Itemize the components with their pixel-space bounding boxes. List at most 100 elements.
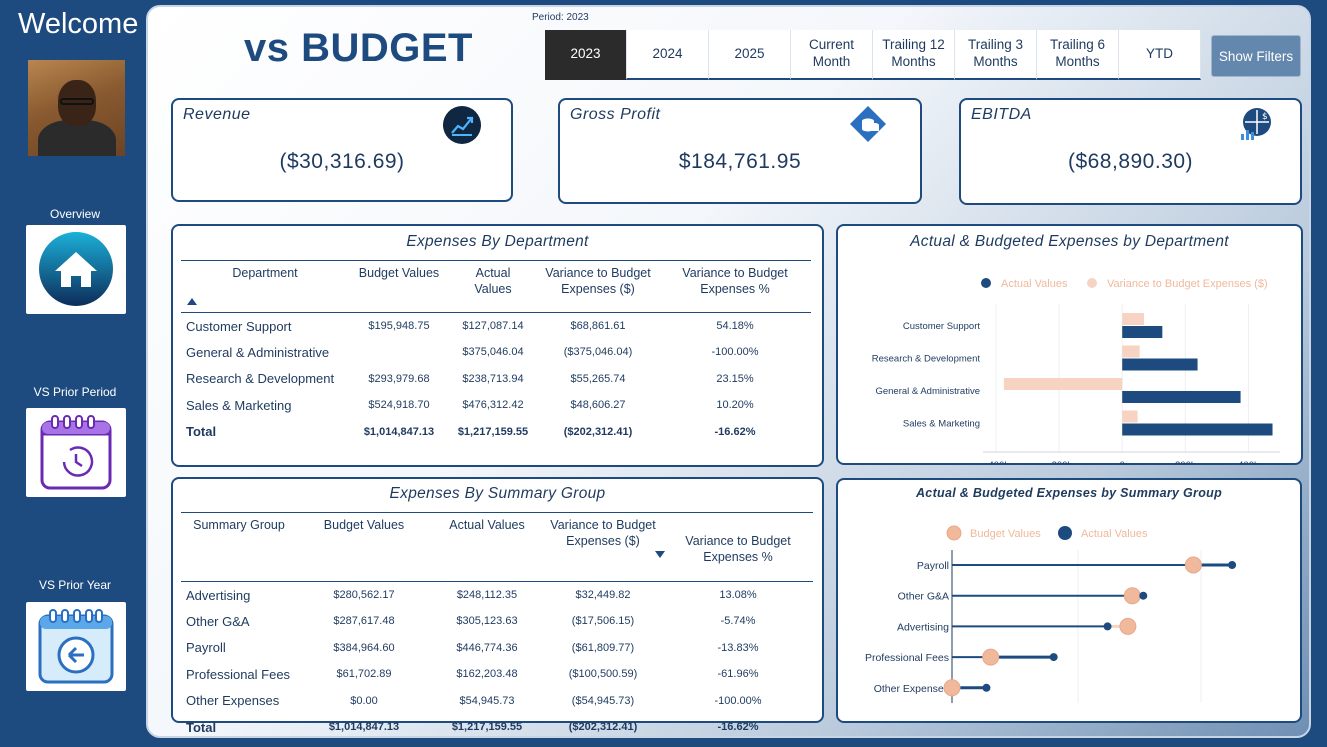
cell-variance-amount: ($17,506.15) [571, 615, 635, 628]
period-option-trailing-3[interactable]: Trailing 3 Months [955, 30, 1037, 80]
y-tick-label: Payroll [917, 560, 949, 572]
revenue-value: ($30,316.69) [279, 150, 405, 173]
legend-label-actual: Actual Values [1081, 528, 1148, 540]
table-row[interactable]: Other Expenses $0.00 $54,945.73 ($54,945.73… [181, 688, 813, 715]
col-header-summary-group[interactable]: Summary Group [193, 518, 285, 532]
cell-variance-pct: 23.15% [716, 372, 754, 385]
y-tick-label: Other G&A [898, 591, 949, 603]
cell-actual: $127,087.14 [462, 320, 524, 332]
table-row[interactable]: General & Administrative $375,046.04 ($375… [181, 339, 811, 366]
cell-variance-amount: ($100,500.59) [568, 668, 638, 681]
page-title: vs BUDGET [244, 26, 473, 70]
cell-variance-amount: ($375,046.04) [563, 346, 633, 359]
cell-summary-group: Other Expenses [186, 693, 280, 709]
table-row[interactable]: Payroll $384,964.60 $446,774.36 ($61,809.77… [181, 635, 813, 662]
svg-text:$: $ [1262, 112, 1268, 122]
cell-department: General & Administrative [186, 344, 330, 360]
y-tick-label: Customer Support [903, 321, 980, 332]
col-header-department[interactable]: Department [181, 261, 349, 313]
cell-total-budget: $1,014,847.13 [363, 425, 435, 438]
bar-variance [1122, 345, 1140, 358]
col-header-variance-amount[interactable]: Variance to Budget Expenses ($) [545, 266, 651, 296]
period-option-trailing-6[interactable]: Trailing 6 Months [1037, 30, 1119, 80]
col-header-variance-pct[interactable]: Variance to Budget Expenses % [655, 513, 813, 582]
cell-variance-amount: $32,449.82 [575, 589, 631, 601]
legend-label-actual: Actual Values [1001, 278, 1068, 290]
col-header-actual[interactable]: Actual Values [449, 518, 525, 532]
x-tick-label: 0 [1120, 460, 1125, 464]
cell-actual: $305,123.63 [456, 615, 518, 628]
nav-prior-period-button[interactable] [26, 408, 126, 497]
welcome-heading: Welcome [18, 8, 139, 40]
dot-actual [1139, 591, 1148, 600]
sort-desc-icon[interactable] [655, 551, 665, 558]
cell-budget: $287,617.48 [333, 615, 395, 628]
cell-variance-pct: -13.83% [717, 641, 759, 654]
gross-profit-value: $184,761.95 [678, 150, 802, 173]
bar-variance [1003, 378, 1123, 390]
cell-actual: $162,203.48 [456, 668, 518, 681]
col-header-variance-amount[interactable]: Variance to Budget Expenses ($) [550, 518, 656, 548]
cell-actual: $476,312.42 [462, 399, 524, 412]
cell-variance-pct: 10.20% [716, 399, 754, 412]
cell-actual: $446,774.36 [456, 641, 518, 654]
dot-budget [1184, 556, 1202, 574]
revenue-card: Revenue ($30,316.69) [171, 98, 513, 202]
dept-table: Department Budget Values Actual Values V… [181, 260, 811, 445]
table-row[interactable]: Other G&A $287,617.48 $305,123.63 ($17,506.… [181, 608, 813, 635]
cell-budget: $280,562.17 [333, 589, 395, 601]
summary-chart-title: Actual & Budgeted Expenses by Summary Gr… [915, 486, 1223, 500]
table-row[interactable]: Advertising $280,562.17 $248,112.35 $32,449… [181, 582, 813, 609]
y-tick-label: Other Expenses [874, 683, 949, 695]
bar-actual [1122, 423, 1273, 436]
period-option-2025[interactable]: 2025 [709, 30, 791, 80]
bar-variance [1122, 313, 1144, 325]
period-option-2023[interactable]: 2023 [545, 30, 627, 80]
nav-prior-year-button[interactable] [26, 602, 126, 691]
col-header-variance-pct[interactable]: Variance to Budget Expenses % [682, 266, 788, 296]
dot-budget [943, 679, 961, 697]
cell-total-actual: $1,217,159.55 [451, 721, 523, 734]
table-row[interactable]: Customer Support $195,948.75 $127,087.14 $6… [181, 313, 811, 340]
cell-budget: $0.00 [350, 694, 378, 707]
period-option-current-month[interactable]: Current Month [791, 30, 873, 80]
show-filters-button[interactable]: Show Filters [1211, 35, 1301, 77]
table-row[interactable]: Professional Fees $61,702.89 $162,203.48 ($… [181, 661, 813, 688]
sort-asc-icon[interactable] [187, 298, 197, 305]
summary-table-title: Expenses By Summary Group [389, 485, 606, 502]
table-row[interactable]: Research & Development $293,979.68 $238,71… [181, 366, 811, 393]
legend-marker-actual [1058, 526, 1072, 540]
cell-actual: $238,713.94 [462, 372, 524, 385]
ebitda-value: ($68,890.30) [1067, 150, 1194, 173]
gross-profit-card: Gross Profit $184,761.95 [558, 98, 922, 204]
avatar [28, 60, 125, 156]
y-tick-label: Advertising [897, 621, 949, 633]
cell-total-label: Total [186, 424, 217, 440]
cell-variance-pct: 13.08% [719, 589, 757, 601]
col-header-budget[interactable]: Budget Values [358, 266, 440, 280]
period-option-2024[interactable]: 2024 [627, 30, 709, 80]
cell-budget [349, 339, 449, 366]
col-header-actual[interactable]: Actual Values [474, 266, 512, 296]
dot-actual [1049, 653, 1058, 662]
nav-overview-button[interactable] [26, 225, 126, 314]
x-tick-label: −200k [1046, 460, 1072, 464]
period-option-ytd[interactable]: YTD [1119, 30, 1201, 80]
bar-actual [1122, 358, 1198, 371]
legend-marker-budget [946, 525, 962, 541]
col-header-budget[interactable]: Budget Values [323, 518, 405, 532]
period-option-trailing-12[interactable]: Trailing 12 Months [873, 30, 955, 80]
cell-department: Research & Development [186, 371, 335, 387]
period-label: Period: 2023 [532, 12, 589, 23]
gross-profit-title: Gross Profit [570, 106, 661, 123]
nav-label-prior-year: VS Prior Year [38, 578, 112, 592]
table-row[interactable]: Sales & Marketing $524,918.70 $476,312.42 $… [181, 392, 811, 419]
cell-variance-pct: -100.00% [714, 694, 762, 707]
nav-label-overview: Overview [49, 207, 100, 221]
dept-table-title: Expenses By Department [406, 233, 589, 250]
y-tick-label: Sales & Marketing [903, 419, 980, 430]
cell-variance-pct: -61.96% [717, 668, 759, 681]
cell-budget: $293,979.68 [368, 372, 430, 385]
cell-variance-pct: 54.18% [716, 320, 754, 332]
cell-actual: $375,046.04 [462, 346, 524, 359]
